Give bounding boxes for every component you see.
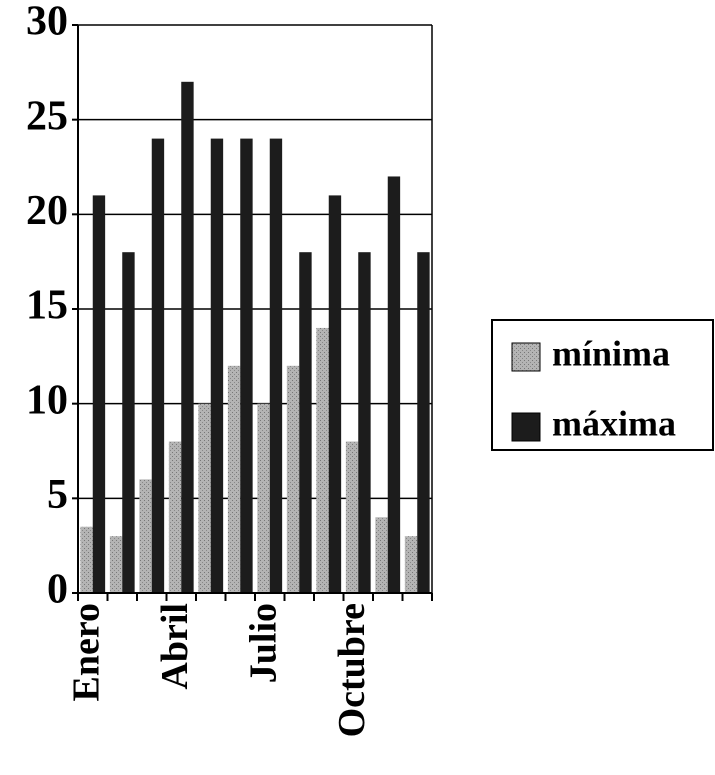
x-tick-label: Octubre	[331, 603, 373, 737]
x-tick-label: Enero	[66, 603, 108, 702]
bar	[168, 441, 182, 593]
bar	[151, 138, 165, 593]
bar	[358, 252, 371, 593]
bar	[286, 365, 300, 593]
bar	[404, 536, 418, 593]
y-tick-label: 10	[26, 377, 68, 423]
y-tick-label: 25	[26, 93, 68, 139]
bar	[328, 195, 342, 593]
bar	[80, 526, 93, 593]
x-tick-label: Abril	[154, 603, 196, 690]
legend-label: máxima	[552, 403, 676, 443]
bar	[210, 138, 224, 593]
y-tick-label: 15	[26, 283, 68, 329]
legend-box	[491, 319, 714, 451]
bar	[198, 403, 211, 593]
bar	[240, 138, 253, 593]
bar	[92, 195, 106, 593]
bar	[181, 81, 194, 594]
y-tick-label: 30	[26, 0, 68, 45]
bar	[299, 252, 312, 593]
bar	[122, 252, 135, 593]
bar	[257, 403, 270, 593]
bar	[139, 479, 152, 593]
bar	[417, 252, 430, 593]
x-tick-label: Julio	[243, 603, 285, 683]
bar	[316, 327, 329, 593]
bar	[269, 138, 283, 593]
bar	[345, 441, 359, 593]
legend-swatch	[511, 412, 541, 442]
bar	[227, 365, 241, 593]
bar	[387, 176, 401, 593]
y-tick-label: 5	[47, 472, 68, 518]
y-tick-label: 20	[26, 188, 68, 234]
bar	[375, 517, 388, 593]
legend-label: mínima	[552, 333, 670, 373]
y-tick-label: 0	[47, 567, 68, 613]
bar	[109, 536, 123, 593]
legend-swatch	[511, 342, 541, 372]
